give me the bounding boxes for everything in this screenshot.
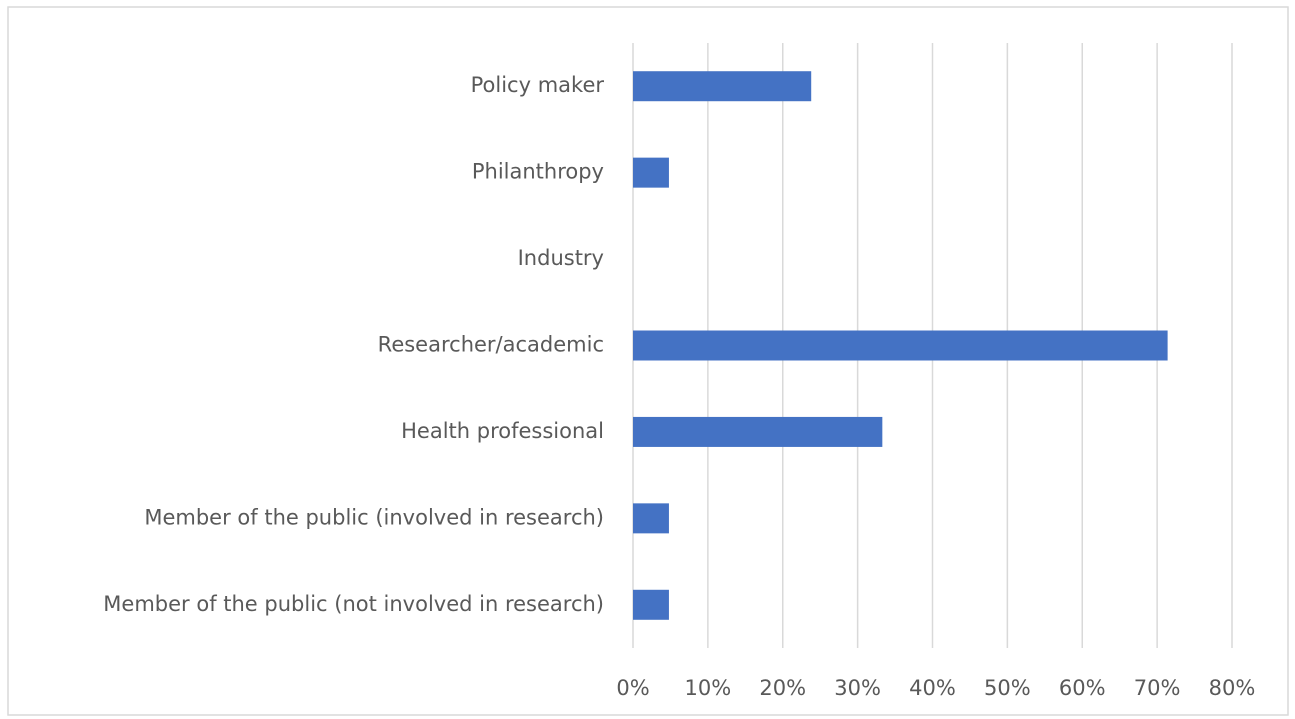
x-tick-label: 40% [909, 676, 956, 700]
x-tick-label: 30% [834, 676, 881, 700]
bar [633, 416, 883, 447]
y-tick-label: Member of the public (not involved in re… [103, 592, 604, 616]
x-tick-label: 60% [1059, 676, 1106, 700]
bar [633, 589, 669, 620]
y-tick-label: Health professional [401, 419, 604, 443]
x-tick-label: 50% [984, 676, 1031, 700]
x-tick-label: 70% [1134, 676, 1181, 700]
y-tick-label: Member of the public (involved in resear… [144, 505, 604, 529]
y-tick-label: Philanthropy [472, 160, 604, 184]
y-tick-label: Researcher/academic [378, 333, 604, 357]
bar [633, 157, 669, 188]
x-tick-label: 20% [759, 676, 806, 700]
bar [633, 330, 1168, 361]
y-tick-label: Industry [518, 246, 604, 270]
x-tick-label: 10% [685, 676, 732, 700]
x-tick-label: 80% [1209, 676, 1256, 700]
y-tick-label: Policy maker [471, 73, 605, 97]
bar [633, 503, 669, 534]
bar [633, 71, 812, 102]
x-tick-label: 0% [616, 676, 649, 700]
